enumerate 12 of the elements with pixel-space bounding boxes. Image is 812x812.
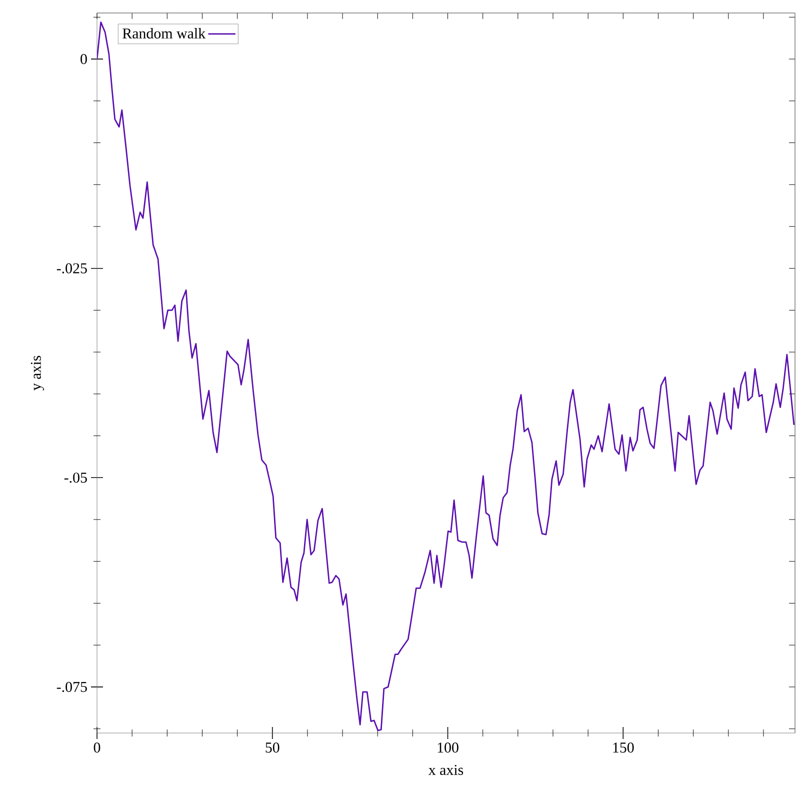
x-tick-label: 0	[94, 742, 100, 753]
y-tick-label: -.075	[56, 682, 87, 692]
line-series	[97, 22, 795, 732]
y-tick-label: -.05	[64, 472, 87, 483]
legend-label: Random walk	[122, 28, 206, 38]
x-tick-label: 100	[438, 742, 458, 753]
y-tick-label: -.025	[56, 263, 87, 274]
y-axis-title: y axis	[30, 356, 44, 390]
x-axis-title: x axis	[428, 764, 464, 775]
y-tick-label: 0	[80, 54, 87, 64]
x-tick-label: 50	[266, 742, 280, 753]
x-tick-label: 150	[613, 742, 634, 753]
